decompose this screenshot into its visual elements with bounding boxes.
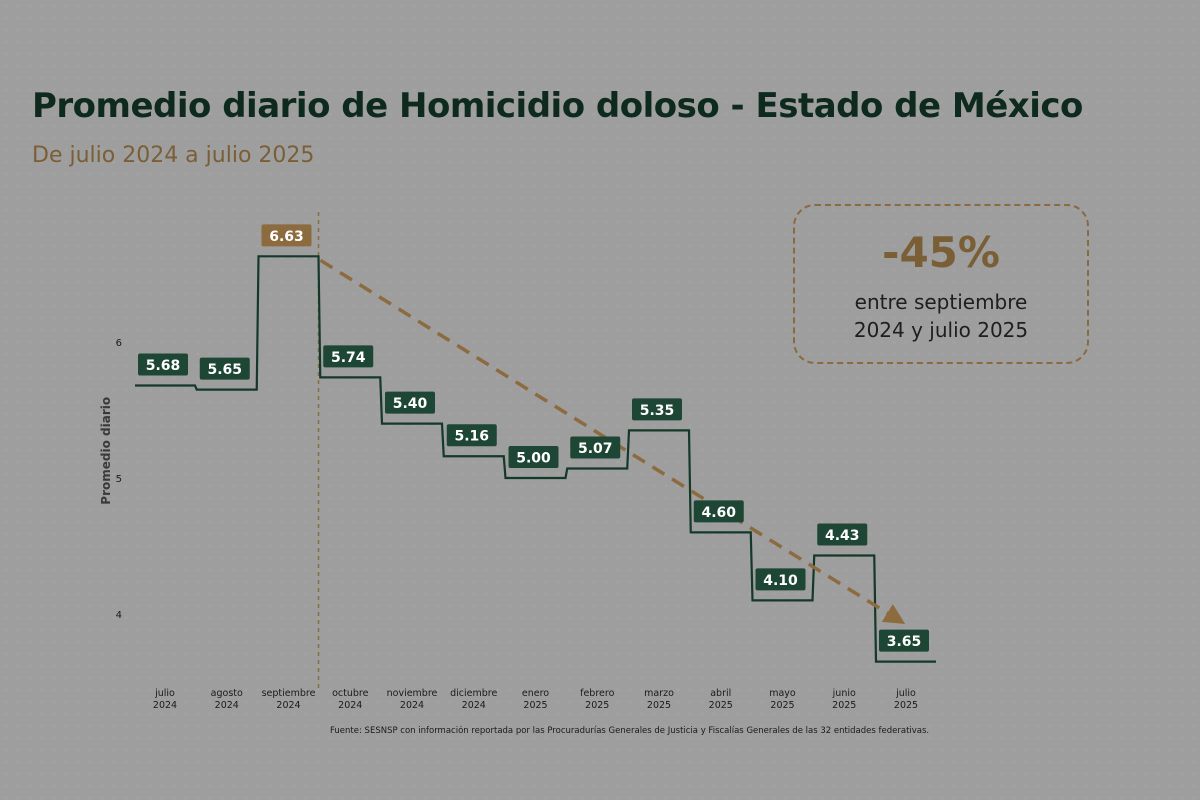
x-tick-label-month: agosto — [211, 688, 243, 699]
x-tick-label-month: mayo — [769, 688, 796, 699]
value-label-box — [570, 436, 621, 459]
source-footnote: Fuente: SESNSP con información reportada… — [330, 726, 930, 736]
x-tick-label-month: enero — [522, 688, 549, 699]
x-tick-label-year: 2025 — [894, 700, 918, 711]
x-tick-label-year: 2024 — [215, 700, 239, 711]
value-label-box — [446, 424, 497, 447]
value-label: 4.60 — [701, 505, 736, 521]
x-tick-label-year: 2025 — [523, 700, 547, 711]
reduction-caption-line-2: 2024 y julio 2025 — [853, 318, 1029, 342]
x-tick-label-month: julio — [154, 688, 175, 699]
x-tick-label-month: junio — [832, 688, 856, 699]
reduction-callout: -45% entre septiembre 2024 y julio 2025 — [793, 204, 1089, 364]
reduction-caption-line-1: entre septiembre — [854, 290, 1028, 314]
x-tick-label-year: 2024 — [400, 700, 424, 711]
value-label-box — [138, 353, 188, 376]
x-tick-label-year: 2025 — [832, 700, 856, 711]
value-label-box — [632, 398, 682, 421]
x-tick-label-month: febrero — [580, 688, 614, 699]
value-label-box — [199, 357, 250, 380]
y-tick-label: 5 — [116, 474, 122, 485]
x-tick-label-year: 2024 — [276, 700, 300, 711]
x-tick-label-year: 2025 — [585, 700, 609, 711]
value-label: 5.65 — [207, 362, 242, 378]
x-tick-label-year: 2025 — [770, 700, 794, 711]
value-label: 5.68 — [146, 358, 181, 374]
x-tick-label-month: marzo — [644, 688, 674, 699]
value-label: 5.40 — [393, 396, 428, 412]
x-tick-label-year: 2024 — [462, 700, 486, 711]
value-label: 5.74 — [331, 350, 366, 366]
value-label-box — [817, 523, 868, 546]
value-label: 4.10 — [763, 573, 798, 589]
reduction-percent: -45% — [882, 228, 1000, 277]
x-tick-label-month: noviembre — [387, 688, 438, 699]
value-label: 5.00 — [516, 451, 551, 467]
x-tick-label-month: julio — [895, 688, 916, 699]
value-label: 4.43 — [825, 528, 860, 544]
value-label-box — [323, 345, 374, 368]
x-tick-label-month: septiembre — [262, 688, 316, 699]
x-tick-label-month: octubre — [332, 688, 369, 699]
value-label: 5.16 — [454, 429, 489, 445]
value-label: 3.65 — [887, 634, 922, 650]
value-label: 5.35 — [640, 403, 675, 419]
value-label: 5.07 — [578, 441, 613, 457]
value-label-box — [755, 568, 806, 591]
x-tick-label-month: diciembre — [450, 688, 497, 699]
chart-subtitle: De julio 2024 a julio 2025 — [32, 143, 315, 168]
value-label-box — [261, 224, 312, 247]
x-tick-label-year: 2024 — [338, 700, 362, 711]
value-label: 6.63 — [269, 229, 304, 245]
value-label-box — [385, 391, 435, 414]
y-tick-label: 6 — [116, 338, 122, 349]
x-tick-label-year: 2024 — [153, 700, 177, 711]
x-tick-label-month: abril — [710, 688, 731, 699]
y-axis-title: Promedio diario — [99, 397, 113, 505]
value-label-box — [879, 629, 929, 652]
value-label-box — [693, 500, 744, 523]
x-tick-label-year: 2025 — [647, 700, 671, 711]
y-tick-label: 4 — [116, 610, 122, 621]
value-label-box — [508, 446, 559, 468]
x-tick-label-year: 2025 — [709, 700, 733, 711]
step-series-line — [135, 255, 936, 663]
chart-title: Promedio diario de Homicidio doloso - Es… — [32, 86, 1083, 126]
